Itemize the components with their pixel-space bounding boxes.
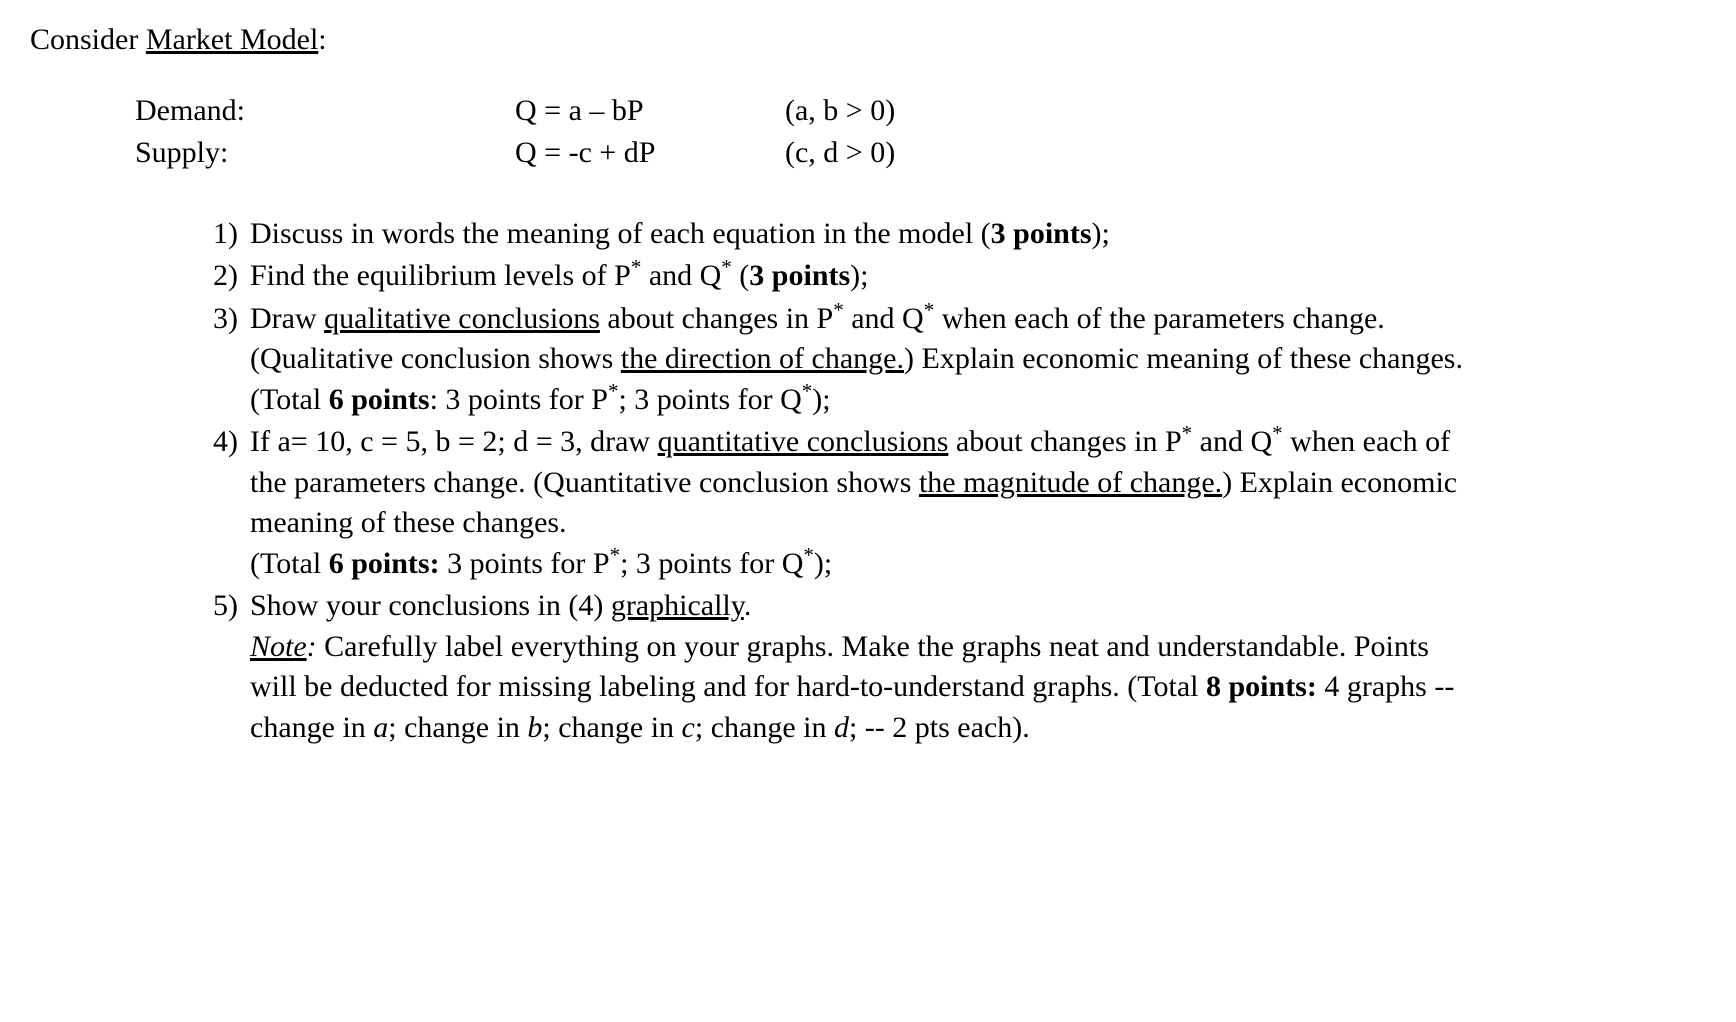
question-item: 5)Show your conclusions in (4) graphical… — [190, 586, 1480, 748]
question-number: 4) — [190, 422, 250, 463]
model-block: Demand: Q = a – bP (a, b > 0) Supply: Q … — [135, 91, 1706, 174]
question-number: 5) — [190, 586, 250, 627]
supply-label: Supply: — [135, 133, 515, 174]
question-body: Discuss in words the meaning of each equ… — [250, 214, 1480, 255]
title-underlined: Market Model — [146, 23, 318, 56]
supply-condition: (c, d > 0) — [785, 133, 1035, 174]
question-body: Draw qualitative conclusions about chang… — [250, 299, 1480, 421]
question-body: If a= 10, c = 5, b = 2; d = 3, draw quan… — [250, 422, 1480, 584]
question-number: 2) — [190, 256, 250, 297]
question-item: 2)Find the equilibrium levels of P* and … — [190, 256, 1480, 297]
question-number: 3) — [190, 299, 250, 340]
question-item: 4)If a= 10, c = 5, b = 2; d = 3, draw qu… — [190, 422, 1480, 584]
supply-equation: Q = -c + dP — [515, 133, 785, 174]
questions-list: 1)Discuss in words the meaning of each e… — [190, 214, 1480, 749]
demand-label: Demand: — [135, 91, 515, 132]
title-prefix: Consider — [30, 23, 146, 56]
demand-equation: Q = a – bP — [515, 91, 785, 132]
question-body: Show your conclusions in (4) graphically… — [250, 586, 1480, 748]
title: Consider Market Model: — [30, 20, 1706, 61]
question-item: 1)Discuss in words the meaning of each e… — [190, 214, 1480, 255]
question-body: Find the equilibrium levels of P* and Q*… — [250, 256, 1480, 297]
title-suffix: : — [318, 23, 326, 56]
demand-condition: (a, b > 0) — [785, 91, 1035, 132]
question-number: 1) — [190, 214, 250, 255]
question-item: 3)Draw qualitative conclusions about cha… — [190, 299, 1480, 421]
